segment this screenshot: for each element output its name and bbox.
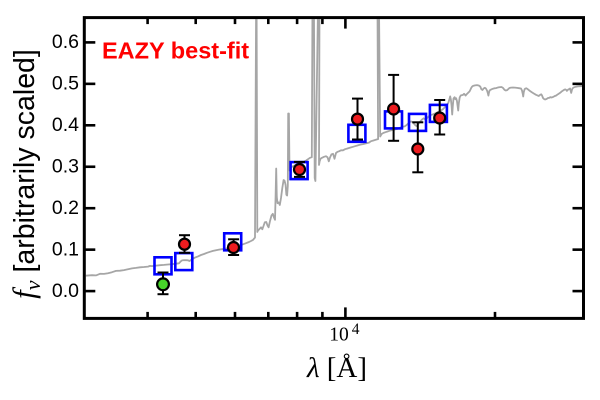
svg-text:0.6: 0.6 [52, 31, 79, 53]
svg-text:0.0: 0.0 [52, 280, 79, 302]
svg-text:EAZY best-fit: EAZY best-fit [102, 38, 249, 64]
svg-text:0.2: 0.2 [52, 197, 79, 219]
svg-text:fν [arbitrarily scaled]: fν [arbitrarily scaled] [6, 49, 45, 299]
svg-text:4: 4 [352, 321, 360, 338]
svg-text:0.4: 0.4 [52, 114, 79, 136]
svg-text:10: 10 [329, 325, 349, 346]
svg-text:0.1: 0.1 [52, 238, 79, 260]
svg-text:0.5: 0.5 [52, 73, 79, 95]
svg-text:0.3: 0.3 [52, 156, 79, 178]
svg-text:λ [Å]: λ [Å] [306, 352, 367, 384]
